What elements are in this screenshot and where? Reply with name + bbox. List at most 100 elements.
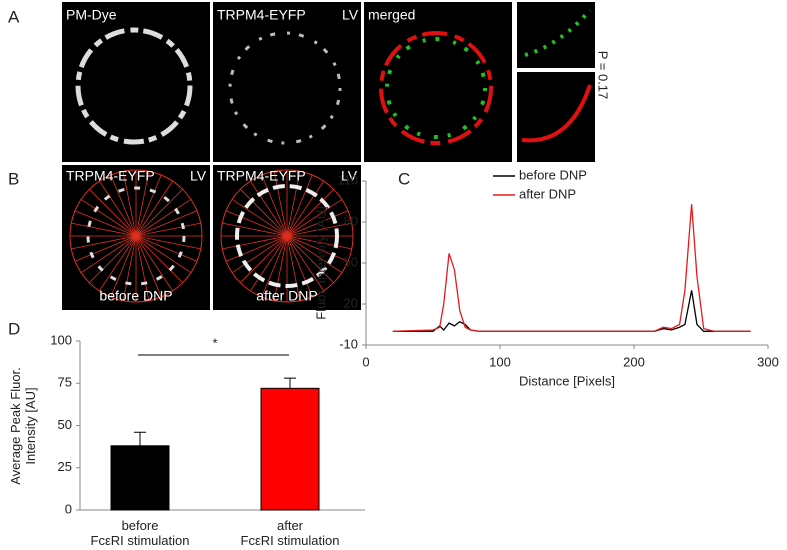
spoke [286,235,349,262]
legend-label: after DNP [519,186,576,201]
spoke [273,235,288,301]
spoke [135,171,150,237]
legend-label: before DNP [519,167,587,182]
spoke [286,235,352,250]
image-label: PM-Dye [66,7,117,23]
y-tick-label: 110 [337,172,358,187]
spoke [286,198,343,237]
y-tick-label: 80 [344,213,358,228]
y-axis-label: Fluor. Intensity [AU] [313,206,328,319]
spoke [273,171,288,237]
image-label: LV [342,7,359,23]
membrane-stain [379,31,493,145]
spoke [135,235,198,262]
spoke [225,210,288,237]
spoke [249,235,288,292]
spoke [122,171,137,237]
spoke [286,235,301,301]
membrane-stain [75,27,193,145]
y-tick-label: 50 [58,417,72,432]
membrane-stain [521,84,592,143]
spoke [135,189,183,237]
bar [260,387,320,511]
spoke [225,235,288,262]
spoke [135,198,192,237]
spoke [135,210,198,237]
y-tick-label: 20 [344,295,358,310]
y-tick-label: -10 [339,336,358,351]
image-caption: before DNP [99,288,172,304]
spoke [110,174,137,237]
spoke [89,189,137,237]
channel-stain [86,186,186,286]
spoke [286,222,352,237]
spoke [98,235,137,292]
spoke [286,235,313,298]
spoke [249,180,288,237]
panel-label: B [8,169,19,188]
micrograph-zoom [517,2,595,68]
image-label: LV [341,168,358,184]
spoke [122,235,137,301]
spoke [231,235,288,274]
spoke [286,235,343,274]
micrograph [213,2,361,162]
spoke [89,235,137,283]
micrograph-zoom [517,72,595,162]
spoke [286,180,325,237]
x-tick-label: 300 [757,354,779,369]
spoke [80,198,137,237]
line-series [392,290,751,332]
channel-stain [524,8,592,57]
spoke [231,198,288,237]
spoke [286,235,334,283]
x-tick-label: before FcεRI stimulation [90,518,190,548]
spoke [286,189,334,237]
x-tick-label: 100 [489,354,511,369]
spoke [135,235,192,274]
panel-label: D [8,319,20,338]
spoke [240,235,288,283]
spoke [135,235,162,298]
spoke [74,210,137,237]
y-tick-label: 50 [344,254,358,269]
image-label: TRPM4-EYFP [217,168,306,184]
spoke [286,210,349,237]
spoke [135,235,201,250]
spoke [74,235,137,262]
image-label: TRPM4-EYFP [66,168,155,184]
channel-stain [235,184,339,288]
image-label: LV [190,168,207,184]
p-value: P = 0.17 [596,51,611,100]
spoke [135,235,150,301]
x-tick-label: 0 [362,354,369,369]
y-tick-label: 100 [50,332,72,347]
spoke [135,235,183,283]
error-bar [284,377,296,389]
spoke [135,180,174,237]
spoke [286,171,301,237]
error-bar [134,431,146,446]
significance-label: * [212,335,217,350]
bar [110,445,170,511]
line-series [392,204,751,332]
y-axis-label: Average Peak Fluor. Intensity [AU] [8,366,38,485]
spoke [222,222,288,237]
spoke [80,235,137,274]
spoke [71,222,137,237]
micrograph [62,2,210,162]
spoke [222,235,288,250]
spoke [240,189,288,237]
spoke [286,174,313,237]
image-caption: after DNP [256,288,317,304]
spoke [135,174,162,237]
channel-stain [228,31,342,145]
spoke [286,235,325,292]
y-tick-label: 0 [65,501,72,516]
image-label: merged [368,7,415,23]
y-tick-label: 25 [58,459,72,474]
x-axis-label: Distance [Pixels] [519,373,615,388]
panel-label: A [8,7,20,26]
